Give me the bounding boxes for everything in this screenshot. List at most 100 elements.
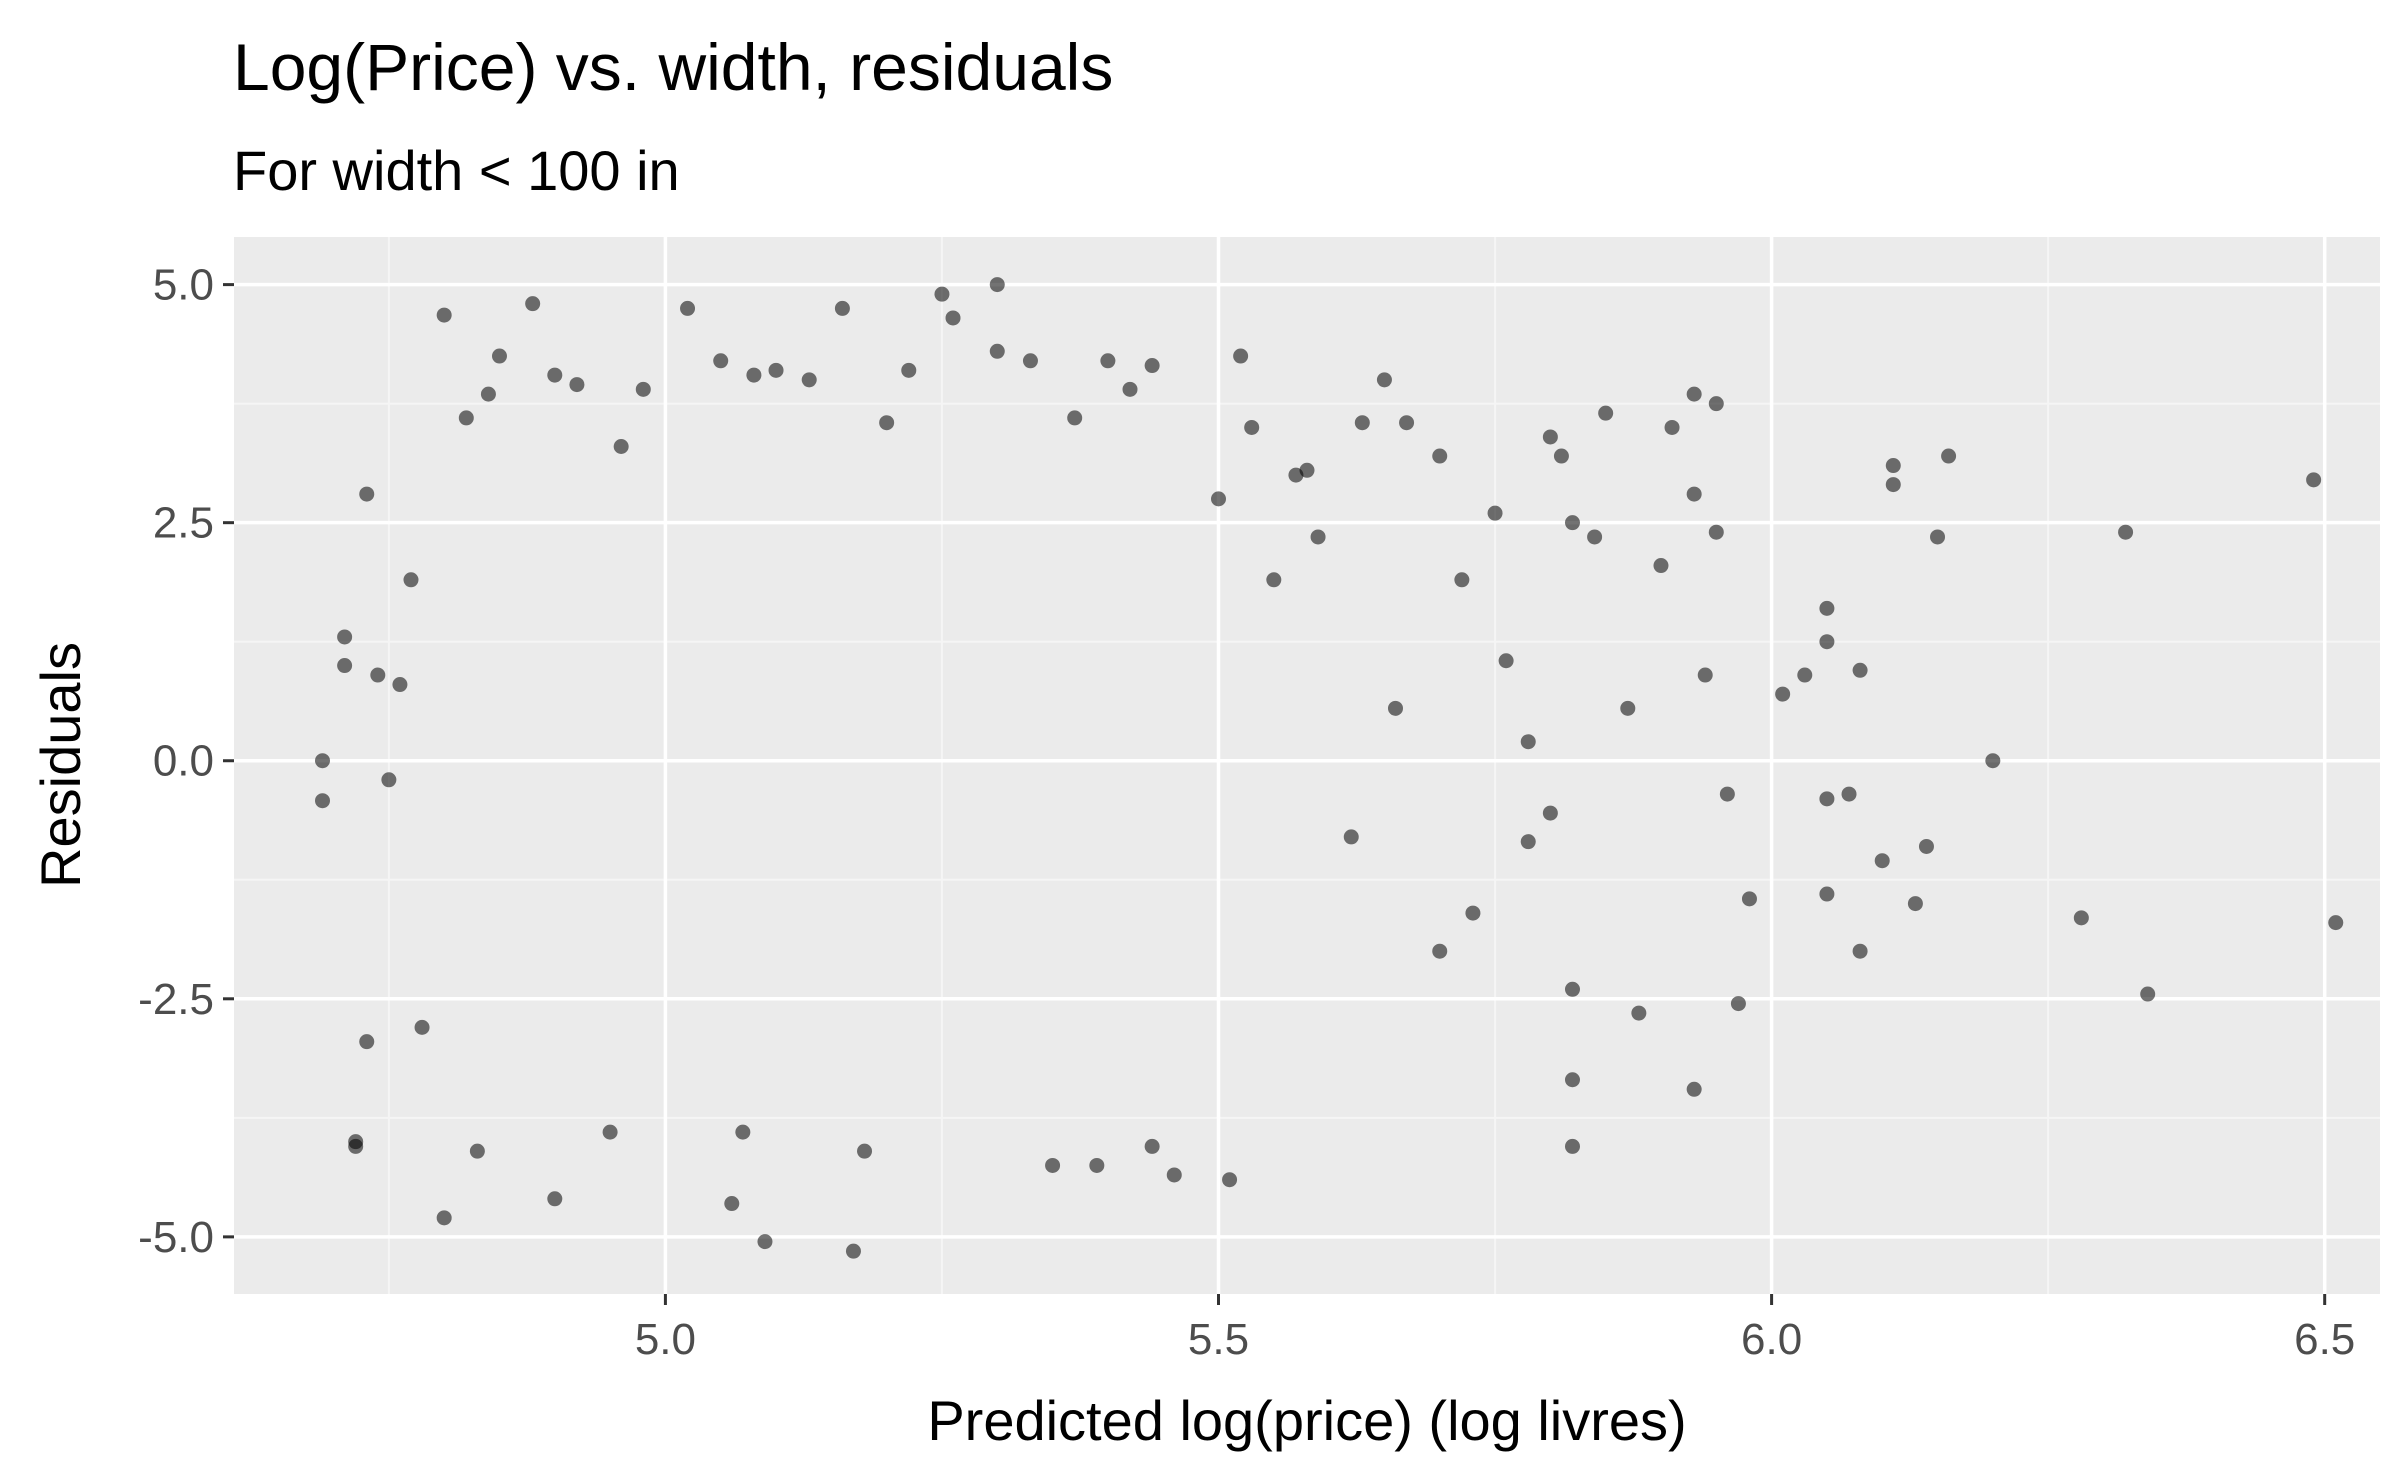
data-point [1841,786,1857,802]
data-point [1819,634,1835,650]
data-point [2140,986,2156,1002]
data-point [525,296,541,312]
data-point [1542,805,1558,821]
data-point [1432,943,1448,959]
data-point [1620,700,1636,716]
data-point [724,1196,740,1212]
data-point [945,310,961,326]
chart-subtitle: For width < 100 in [233,139,680,202]
data-point [1432,448,1448,464]
data-point [1775,686,1791,702]
data-point [1343,829,1359,845]
data-point [713,353,729,369]
data-point [1564,515,1580,531]
data-point [1564,981,1580,997]
data-point [801,372,817,388]
data-point [1100,353,1116,369]
data-point [2073,910,2089,926]
data-point [735,1124,751,1140]
data-point [2328,915,2344,931]
data-point [458,410,474,426]
x-axis-ticks: 5.0 5.5 6.0 6.5 [635,1294,2355,1364]
data-point [901,362,917,378]
data-point [613,438,629,454]
data-point [1542,429,1558,445]
x-tick-label: 6.5 [2294,1315,2355,1364]
data-point [1144,358,1160,374]
data-point [1564,1072,1580,1088]
major-gridlines [234,237,2380,1294]
data-point [1587,529,1603,545]
data-point [1089,1157,1105,1173]
y-tick-label: -5.0 [138,1213,214,1262]
data-point [1686,1081,1702,1097]
data-point [1907,896,1923,912]
x-tick-label: 5.0 [635,1315,696,1364]
data-point [337,629,353,645]
data-point [768,362,784,378]
data-point [1719,786,1735,802]
minor-gridlines [234,237,2380,1294]
data-point [1487,505,1503,521]
data-point [381,772,397,788]
data-point [1885,477,1901,493]
data-point [1520,734,1536,750]
x-tick-label: 6.0 [1741,1315,1802,1364]
data-points [314,277,2344,1259]
data-point [1686,486,1702,502]
y-tick-label: 5.0 [153,261,214,310]
data-point [480,386,496,402]
data-point [1741,891,1757,907]
data-point [879,415,895,431]
data-point [1211,491,1227,507]
data-point [370,667,386,683]
data-point [1631,1005,1647,1021]
data-point [1708,396,1724,412]
data-point [1122,381,1138,397]
data-point [1730,996,1746,1012]
data-point [1819,791,1835,807]
data-point [1819,600,1835,616]
data-point [1067,410,1083,426]
data-point [746,367,762,383]
data-point [491,348,507,364]
y-tick-label: 2.5 [153,499,214,548]
data-point [934,286,950,302]
data-point [436,307,452,323]
data-point [314,793,330,809]
data-point [547,1191,563,1207]
plot-panel [234,237,2380,1294]
data-point [1387,700,1403,716]
data-point [414,1019,430,1035]
data-point [314,753,330,769]
data-point [1244,419,1260,435]
chart-title: Log(Price) vs. width, residuals [233,30,1113,104]
data-point [392,677,408,693]
data-point [1985,753,2001,769]
data-point [1498,653,1514,669]
data-point [1454,572,1470,588]
data-point [1686,386,1702,402]
data-point [1697,667,1713,683]
data-point [1797,667,1813,683]
data-point [348,1138,364,1154]
x-axis-title: Predicted log(price) (log livres) [927,1389,1686,1452]
data-point [635,381,651,397]
y-tick-label: -2.5 [138,975,214,1024]
data-point [1553,448,1569,464]
data-point [757,1234,773,1250]
data-point [989,277,1005,293]
data-point [1708,524,1724,540]
data-point [1233,348,1249,364]
data-point [1918,838,1934,854]
data-point [1885,458,1901,474]
data-point [1399,415,1415,431]
data-point [2306,472,2322,488]
data-point [1376,372,1392,388]
data-point [1045,1157,1061,1173]
data-point [1852,662,1868,678]
data-point [1166,1167,1182,1183]
data-point [1930,529,1946,545]
data-point [1144,1138,1160,1154]
